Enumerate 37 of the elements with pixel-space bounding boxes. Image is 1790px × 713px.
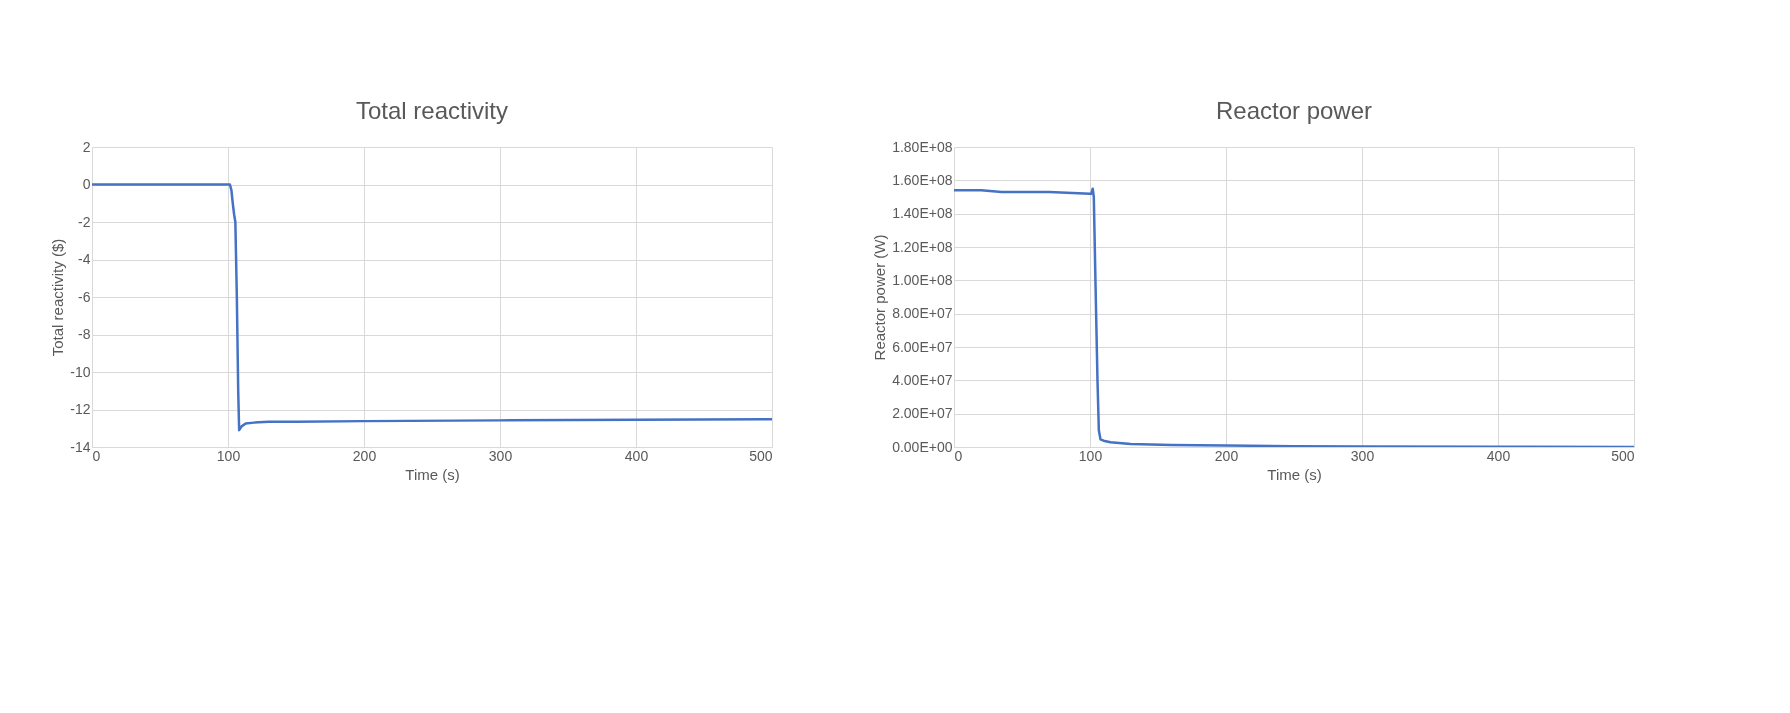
y-tick-label: 1.00E+08 (892, 271, 953, 288)
y-tick-label: -14 (70, 438, 91, 455)
y-tick-label: 0.00E+00 (892, 438, 953, 455)
y-tick-label: -6 (78, 288, 91, 305)
y-tick-label: 1.80E+08 (892, 138, 953, 155)
x-tick-label: 300 (488, 447, 513, 464)
chart-title: Total reactivity (355, 97, 509, 124)
x-tick-label: 200 (1214, 447, 1239, 464)
x-tick-label: 100 (216, 447, 241, 464)
y-tick-label: -4 (78, 251, 91, 267)
y-axis-title: Reactor power (W) (871, 234, 889, 361)
x-tick-label: 300 (1350, 447, 1375, 464)
y-tick-label: -12 (70, 401, 91, 417)
x-axis-title: Time (s) (405, 465, 460, 483)
x-tick-label: 500 (749, 447, 773, 464)
y-tick-label: 2.00E+07 (892, 405, 953, 422)
y-tick-label: 0 (82, 176, 91, 192)
x-tick-label: 400 (1486, 447, 1511, 464)
line-series (954, 187, 1634, 447)
y-tick-label: 6.00E+07 (892, 338, 953, 355)
y-tick-label: -10 (70, 363, 91, 380)
x-tick-label: 400 (624, 447, 649, 464)
y-tick-label: 1.40E+08 (892, 205, 953, 222)
y-tick-label: 4.00E+07 (892, 371, 953, 388)
x-axis-title: Time (s) (1267, 465, 1322, 483)
chart-title: Reactor power (1215, 97, 1373, 124)
x-tick-label: 500 (1611, 447, 1635, 464)
y-tick-label: -2 (78, 213, 91, 230)
y-tick-label: 1.60E+08 (892, 171, 953, 188)
y-tick-label: 8.00E+07 (892, 305, 953, 322)
line-series (92, 183, 772, 432)
y-tick-label: 1.20E+08 (892, 238, 953, 255)
y-tick-label: -8 (78, 326, 91, 342)
y-tick-label: 2 (82, 138, 91, 155)
x-tick-label: 100 (1078, 447, 1103, 464)
x-tick-label: 200 (352, 447, 377, 464)
y-axis-title: Total reactivity ($) (49, 238, 67, 357)
